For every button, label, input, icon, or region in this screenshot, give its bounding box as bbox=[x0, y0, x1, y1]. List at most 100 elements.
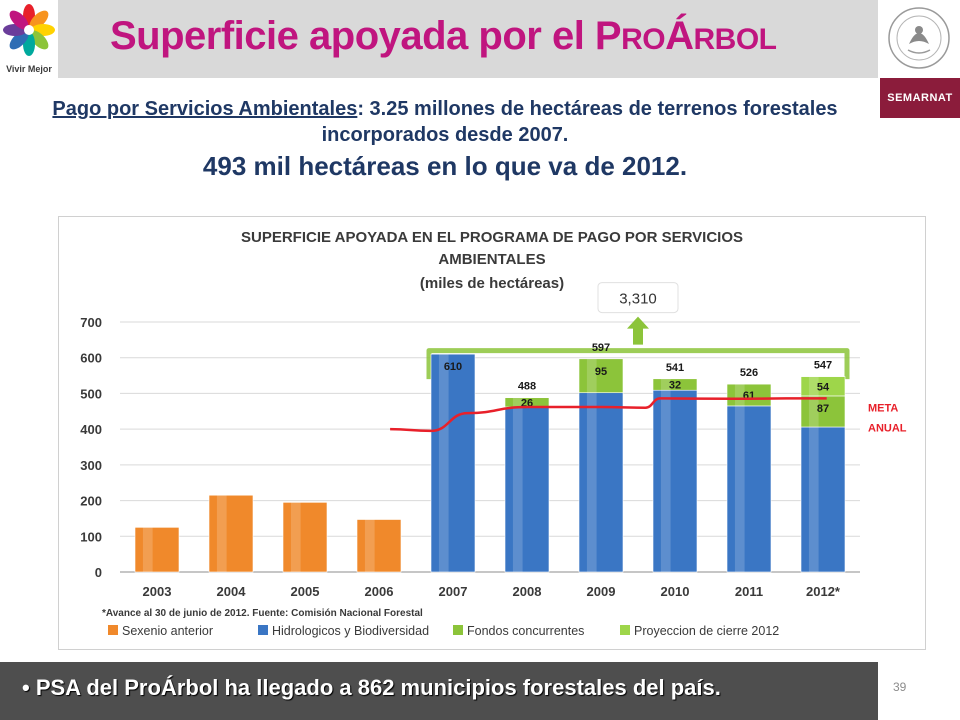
legend-label: Proyeccion de cierre 2012 bbox=[634, 624, 779, 638]
bar-highlight bbox=[808, 427, 819, 572]
bar-highlight bbox=[512, 397, 523, 407]
chart-title-line: SUPERFICIE APOYADA EN EL PROGRAMA DE PAG… bbox=[241, 229, 743, 246]
meta-anual-label: ANUAL bbox=[868, 422, 907, 434]
y-tick-label: 700 bbox=[80, 315, 102, 330]
y-tick-label: 500 bbox=[80, 386, 102, 401]
total-label: 541 bbox=[666, 362, 684, 374]
legend-swatch bbox=[453, 625, 463, 635]
semarnat-badge: SEMARNAT bbox=[880, 78, 960, 118]
bracket-arrow bbox=[627, 316, 649, 345]
x-tick-label: 2011 bbox=[735, 584, 763, 599]
data-label: 87 bbox=[817, 403, 829, 415]
subtitle-link[interactable]: Pago por Servicios Ambientales bbox=[52, 98, 358, 120]
bracket-line bbox=[426, 348, 850, 380]
bar-fondos-concurrentes bbox=[726, 383, 772, 407]
bar-highlight bbox=[438, 354, 449, 572]
x-tick-label: 2010 bbox=[661, 584, 690, 599]
chart-title-line: (miles de hectáreas) bbox=[420, 275, 564, 292]
x-tick-label: 2009 bbox=[587, 584, 616, 599]
y-tick-label: 300 bbox=[80, 458, 102, 473]
data-label: 54 bbox=[817, 381, 830, 393]
bar-highlight bbox=[660, 390, 671, 572]
bar-highlight bbox=[660, 378, 671, 391]
chart-frame bbox=[58, 216, 926, 650]
y-tick-label: 0 bbox=[95, 565, 102, 580]
title-small-caps: RO bbox=[621, 23, 666, 56]
chart-footnote: *Avance al 30 de junio de 2012. Fuente: … bbox=[102, 608, 423, 619]
chart-title-line: AMBIENTALES bbox=[438, 251, 545, 268]
data-label: 95 bbox=[595, 366, 607, 378]
x-tick-label: 2007 bbox=[439, 584, 468, 599]
y-tick-label: 400 bbox=[80, 422, 102, 437]
bar-hidrologicos-y-biodiversidad bbox=[430, 353, 476, 573]
bar-fondos-concurrentes bbox=[652, 378, 698, 391]
footer-bullet: • PSA del ProÁrbol ha llegado a 862 muni… bbox=[22, 675, 721, 700]
bar-hidrologicos-y-biodiversidad bbox=[504, 406, 550, 573]
x-tick-label: 2008 bbox=[513, 584, 542, 599]
meta-anual-label: META bbox=[868, 402, 898, 414]
bar-sexenio-anterior bbox=[134, 527, 180, 573]
bar-highlight bbox=[586, 392, 597, 572]
x-tick-label: 2006 bbox=[365, 584, 394, 599]
title-main: Superficie apoyada por el P bbox=[110, 14, 622, 58]
footer-bar bbox=[0, 662, 878, 720]
x-tick-label: 2012* bbox=[806, 584, 841, 599]
title-end: RBOL bbox=[693, 23, 778, 56]
meta-anual-line bbox=[390, 397, 827, 433]
bar-highlight bbox=[734, 405, 745, 572]
y-tick-label: 600 bbox=[80, 351, 102, 366]
bar-sexenio-anterior bbox=[208, 494, 254, 573]
bar-hidrologicos-y-biodiversidad bbox=[652, 389, 698, 573]
total-label: 526 bbox=[740, 367, 758, 379]
mexico-seal bbox=[878, 0, 960, 78]
x-tick-label: 2003 bbox=[143, 584, 172, 599]
page-number: 39 bbox=[893, 680, 907, 694]
bar-hidrologicos-y-biodiversidad bbox=[726, 405, 772, 573]
title-accent-letter: Á bbox=[665, 14, 694, 58]
legend-swatch bbox=[108, 625, 118, 635]
flower-logo-icon: Vivir Mejor bbox=[3, 4, 55, 74]
data-label: 61 bbox=[743, 390, 755, 402]
data-label: 32 bbox=[669, 380, 681, 392]
bar-highlight bbox=[364, 519, 375, 572]
y-tick-label: 200 bbox=[80, 494, 102, 509]
subtitle-highlight: 493 mil hectáreas en lo que va de 2012. bbox=[202, 151, 688, 181]
bar-highlight bbox=[290, 502, 301, 572]
bar-fondos-concurrentes bbox=[578, 358, 624, 394]
bar-highlight bbox=[512, 407, 523, 572]
eagle-seal-icon bbox=[888, 7, 950, 69]
title-bar bbox=[0, 0, 878, 78]
chart-container: SUPERFICIE APOYADA EN EL PROGRAMA DE PAG… bbox=[58, 216, 926, 650]
bar-highlight bbox=[734, 384, 745, 406]
total-label: 547 bbox=[814, 360, 832, 372]
bar-highlight bbox=[142, 527, 153, 572]
legend-swatch bbox=[258, 625, 268, 635]
total-label: 597 bbox=[592, 342, 610, 354]
legend-label: Fondos concurrentes bbox=[467, 624, 584, 638]
bracket-label-box bbox=[597, 282, 679, 314]
x-tick-label: 2005 bbox=[291, 584, 320, 599]
logo-text: Vivir Mejor bbox=[6, 64, 52, 74]
bar-sexenio-anterior bbox=[356, 519, 402, 573]
bracket-label: 3,310 bbox=[619, 291, 657, 308]
data-label: 610 bbox=[444, 361, 462, 373]
bar-highlight bbox=[216, 495, 227, 572]
bar-hidrologicos-y-biodiversidad bbox=[800, 426, 846, 573]
bar-sexenio-anterior bbox=[282, 502, 328, 573]
footer-text: PSA del ProÁrbol ha llegado a 862 munici… bbox=[35, 675, 721, 700]
bar-hidrologicos-y-biodiversidad bbox=[578, 392, 624, 573]
legend-label: Sexenio anterior bbox=[122, 624, 213, 638]
chart: SUPERFICIE APOYADA EN EL PROGRAMA DE PAG… bbox=[58, 216, 926, 650]
x-tick-label: 2004 bbox=[217, 584, 247, 599]
slide-title: Superficie apoyada por el PROÁRBOL bbox=[110, 14, 870, 59]
y-tick-label: 100 bbox=[80, 529, 102, 544]
total-label: 488 bbox=[518, 381, 536, 393]
subtitle: Pago por Servicios Ambientales: 3.25 mil… bbox=[20, 96, 870, 184]
bar-highlight bbox=[808, 376, 819, 396]
legend-swatch bbox=[620, 625, 630, 635]
vivir-mejor-logo: Vivir Mejor bbox=[0, 0, 58, 78]
subtitle-text: : 3.25 millones de hectáreas de terrenos… bbox=[321, 98, 838, 146]
bar-highlight bbox=[586, 358, 597, 393]
bar-proyeccion-de-cierre-2012 bbox=[800, 376, 846, 397]
bar-highlight bbox=[808, 395, 819, 427]
